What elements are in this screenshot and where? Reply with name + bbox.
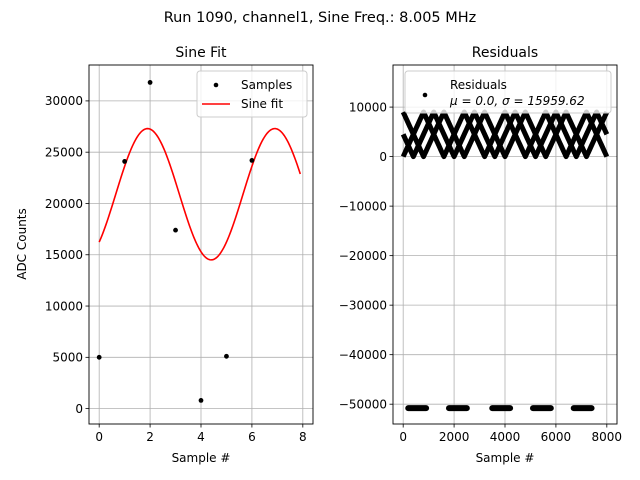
figure-title: Run 1090, channel1, Sine Freq.: 8.005 MH… [164,10,477,26]
residuals-ytick-label: −30000 [339,298,387,312]
legend-samples-label: Samples [241,78,292,92]
legend-residuals-stats: μ = 0.0, σ = 15959.62 [449,94,585,108]
residual-band [400,109,610,160]
sine-fit-line [98,127,302,261]
sine-fit-ytick-label: 25000 [45,145,83,159]
residuals-legend: Residuals μ = 0.0, σ = 15959.62 [404,70,612,114]
sine-fit-xtick-label: 8 [299,430,307,444]
sample-point [249,157,255,163]
residuals-title: Residuals [472,45,538,61]
sample-point [198,398,204,403]
sample-point [122,159,128,164]
sine-fit-ytick-label: 20000 [45,197,83,211]
legend-residuals-marker [422,92,428,98]
sample-point [224,353,229,359]
residuals-ytick-label: 10000 [349,100,387,114]
residuals-xtick-label: 0 [399,430,407,444]
residuals-ytick-label: −10000 [339,199,387,213]
residuals-xlabel: Sample # [476,451,535,465]
residuals-ytick-label: −40000 [339,348,387,362]
residuals-ytick-label: −20000 [339,249,387,263]
sine-fit-xtick-label: 6 [248,430,256,444]
residuals-ytick-label: 0 [379,150,387,164]
sine-fit-ylabel: ADC Counts [15,208,29,280]
residuals-ticks: 0 2000 4000 6000 8000 −50000 −40000 −30000 −2000… [339,100,622,444]
sine-fit-ticks: 0 2 4 6 8 0 5000 10000 15000 20000 25000 30000 [45,94,307,444]
sine-fit-ytick-label: 0 [75,402,83,416]
sine-fit-title: Sine Fit [175,45,227,61]
legend-residuals-label: Residuals [450,78,507,92]
residuals-xtick-label: 2000 [439,430,470,444]
sine-fit-xlabel: Sample # [172,451,231,465]
sine-fit-xtick-label: 2 [146,430,154,444]
sine-fit-ytick-label: 30000 [45,94,83,108]
residual-band [400,109,610,160]
residuals-xtick-label: 6000 [541,430,572,444]
residuals-xtick-label: 8000 [592,430,623,444]
residuals-ytick-label: −50000 [339,397,387,411]
legend-samples-marker [213,82,219,88]
residuals-xtick-label: 4000 [490,430,521,444]
sample-point [147,80,153,85]
sine-fit-xtick-label: 0 [95,430,103,444]
sample-point [96,354,102,360]
sine-fit-xtick-label: 4 [197,430,205,444]
sample-point [173,227,178,233]
sine-fit-panel: Sine Fit 0 2 4 6 8 0 5000 10000 15000 20000 25000 3… [15,45,314,465]
legend-sine-fit-label: Sine fit [241,97,283,111]
sine-fit-ytick-label: 5000 [52,351,83,365]
residuals-panel: Residuals 0 2000 4000 6000 8000 −50000 −40000 −… [339,45,622,465]
sine-fit-marks [96,80,302,403]
sine-fit-legend: Samples Sine fit [196,70,308,118]
residuals-legend-box [404,70,612,114]
sine-fit-legend-box [196,70,308,118]
sine-fit-ytick-label: 15000 [45,248,83,262]
sine-fit-ytick-label: 10000 [45,299,83,313]
